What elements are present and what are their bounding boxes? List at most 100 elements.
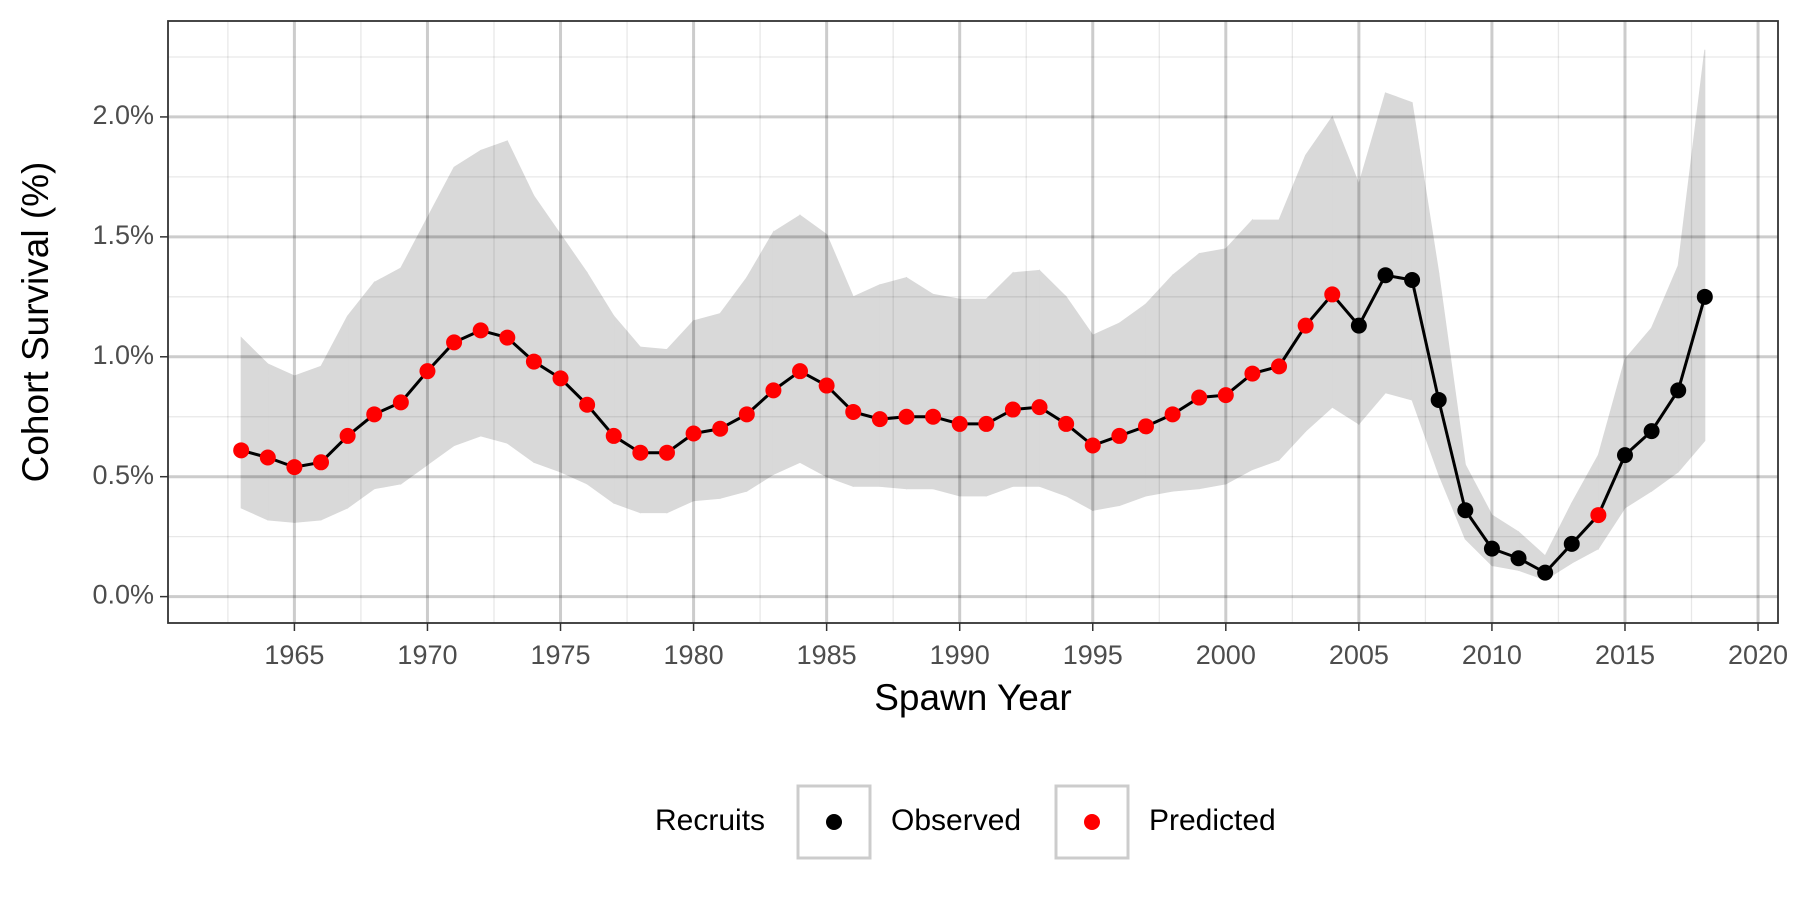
data-point (1457, 502, 1474, 519)
data-point (685, 425, 702, 442)
data-point (1111, 427, 1128, 444)
data-point (978, 415, 995, 432)
confidence-band (905, 276, 934, 490)
confidence-band (586, 271, 615, 505)
data-point (605, 427, 622, 444)
data-point (525, 353, 542, 370)
x-tick-label: 2015 (1595, 640, 1655, 670)
confidence-band (639, 346, 668, 514)
y-axis-title: Cohort Survival (%) (15, 162, 56, 483)
data-point (1004, 401, 1021, 418)
y-tick-label: 1.5% (92, 220, 154, 250)
plot-border (167, 20, 1779, 624)
confidence-band (1384, 92, 1413, 401)
y-tick-label: 0.0% (92, 580, 154, 610)
data-point (951, 415, 968, 432)
data-point (366, 406, 383, 423)
data-point (499, 329, 516, 346)
confidence-band (426, 167, 455, 466)
data-point (1058, 415, 1075, 432)
x-tick-label: 1965 (264, 640, 324, 670)
confidence-band (799, 214, 828, 478)
data-point (419, 363, 436, 380)
data-point (765, 382, 782, 399)
data-point (898, 408, 915, 425)
legend-label: Predicted (1149, 804, 1276, 837)
data-point (1510, 550, 1527, 567)
confidence-band (267, 363, 295, 523)
data-point (472, 322, 489, 339)
x-tick-label: 1995 (1063, 640, 1123, 670)
y-tick-label: 0.5% (92, 460, 154, 490)
confidence-band (506, 140, 535, 464)
x-tick-label: 2000 (1196, 640, 1256, 670)
confidence-band (719, 276, 748, 499)
data-point (1217, 387, 1234, 404)
confidence-band (1172, 252, 1200, 492)
x-axis-title: Spawn Year (874, 677, 1072, 718)
data-point (1350, 317, 1367, 334)
confidence-band (1198, 248, 1227, 490)
confidence-band (1305, 115, 1333, 433)
data-point (446, 334, 463, 351)
x-tick-label: 2010 (1462, 640, 1522, 670)
data-point (1084, 437, 1101, 454)
data-point (1537, 564, 1554, 581)
data-point (286, 459, 303, 476)
x-tick-label: 2005 (1329, 640, 1389, 670)
data-point (632, 444, 649, 461)
data-point (1191, 389, 1208, 406)
data-point (712, 420, 729, 437)
data-point (1244, 365, 1261, 382)
data-point (792, 363, 809, 380)
confidence-band (1331, 116, 1360, 425)
data-point (1670, 382, 1687, 399)
confidence-band (453, 149, 482, 447)
data-point (1377, 267, 1394, 284)
data-point (818, 377, 835, 394)
y-tick-label: 2.0% (92, 100, 154, 130)
x-tick-label: 1980 (664, 640, 724, 670)
confidence-band (1039, 269, 1067, 497)
legend-symbol (826, 814, 842, 830)
y-tick-label: 1.0% (92, 340, 154, 370)
legend-title: Recruits (655, 804, 765, 837)
legend-symbol (1084, 814, 1100, 830)
data-point (925, 408, 942, 425)
data-point (1137, 418, 1154, 435)
connector (1357, 274, 1387, 327)
confidence-band (373, 267, 402, 490)
data-point (1324, 286, 1341, 303)
confidence-band (400, 217, 428, 485)
legend-label: Observed (891, 804, 1021, 837)
confidence-band (959, 298, 987, 497)
data-point (1271, 358, 1288, 375)
data-point (1404, 272, 1421, 289)
data-point (233, 442, 250, 459)
confidence-band (826, 234, 854, 488)
data-point (259, 449, 276, 466)
confidence-band (693, 312, 721, 502)
confidence-band (1225, 218, 1253, 485)
confidence-band (560, 232, 588, 485)
confidence-band (320, 315, 349, 521)
confidence-band (932, 293, 961, 497)
confidence-band (985, 271, 1014, 497)
confidence-band (1358, 92, 1386, 426)
confidence-band (293, 365, 322, 523)
connector (1650, 389, 1680, 432)
data-point (313, 454, 330, 471)
data-point (871, 411, 888, 428)
connector (1277, 324, 1307, 368)
data-point (1590, 507, 1607, 524)
x-tick-label: 1970 (397, 640, 457, 670)
connector (1437, 399, 1467, 511)
data-point (339, 427, 356, 444)
data-point (1616, 447, 1633, 464)
data-point (1643, 423, 1660, 440)
confidence-band (1251, 219, 1280, 471)
connector (1676, 296, 1707, 391)
x-tick-label: 1985 (797, 640, 857, 670)
data-point (845, 403, 862, 420)
